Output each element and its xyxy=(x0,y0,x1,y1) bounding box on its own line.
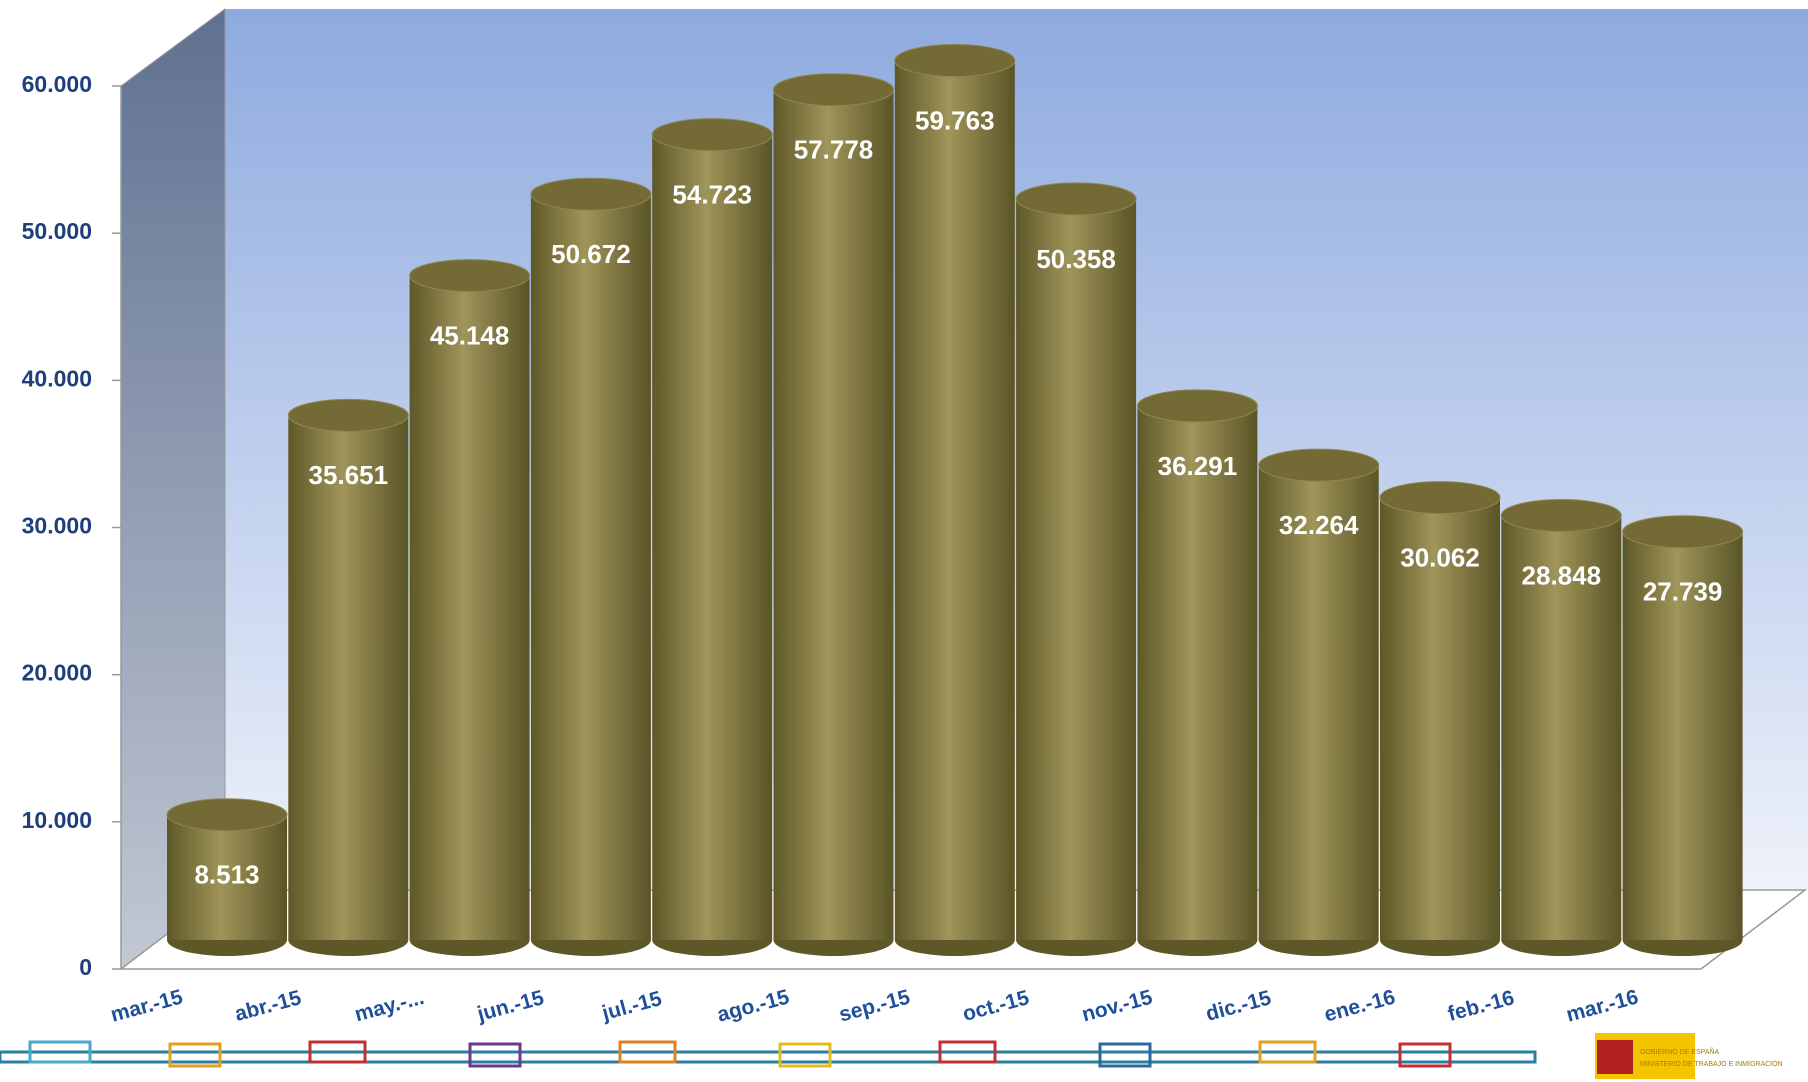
x-tick-label: dic.-15 xyxy=(1203,986,1274,1026)
bar xyxy=(1137,405,1258,940)
x-tick-label: nov.-15 xyxy=(1079,986,1155,1027)
value-label: 36.291 xyxy=(1158,451,1238,481)
value-label: 50.672 xyxy=(551,239,631,269)
bar xyxy=(773,89,894,940)
bar-top xyxy=(1622,515,1744,549)
value-label: 50.358 xyxy=(1036,244,1116,274)
bar-top xyxy=(166,798,288,832)
bar xyxy=(1380,497,1500,940)
y-tick-label: 20.000 xyxy=(22,660,92,686)
bar-top xyxy=(287,398,409,432)
bar xyxy=(409,275,530,941)
y-tick-label: 0 xyxy=(79,954,92,980)
logo-text: MINISTERIO DE TRABAJO E INMIGRACIÓN xyxy=(1640,1059,1783,1068)
bar-top xyxy=(1500,498,1622,532)
bar-top xyxy=(1258,448,1380,482)
bar xyxy=(1258,465,1379,940)
bar xyxy=(652,134,773,940)
y-tick-label: 30.000 xyxy=(22,513,92,539)
y-tick-label: 50.000 xyxy=(22,218,92,244)
value-label: 27.739 xyxy=(1643,577,1723,607)
x-tick-label: sep.-15 xyxy=(837,986,913,1027)
bar-top xyxy=(530,177,652,211)
y-tick-label: 40.000 xyxy=(22,365,92,391)
x-tick-label: oct.-15 xyxy=(960,986,1032,1026)
value-label: 59.763 xyxy=(915,105,995,135)
bar-top xyxy=(651,118,773,152)
x-tick-label: ene.-16 xyxy=(1322,986,1398,1027)
value-label: 30.062 xyxy=(1400,542,1480,572)
bar-top xyxy=(1379,481,1501,515)
value-label: 32.264 xyxy=(1279,510,1359,540)
value-label: 57.778 xyxy=(794,135,874,165)
x-tick-label: mar.-15 xyxy=(108,985,185,1026)
x-tick-label: mar.-16 xyxy=(1564,985,1641,1026)
x-tick-label: jul.-15 xyxy=(599,987,665,1025)
value-label: 8.513 xyxy=(194,860,259,890)
x-tick-label: jun.-15 xyxy=(474,986,547,1026)
bar xyxy=(1501,515,1622,940)
bar-top xyxy=(773,73,894,107)
y-tick-label: 10.000 xyxy=(22,807,92,833)
bar xyxy=(167,814,287,940)
value-label: 28.848 xyxy=(1522,560,1602,590)
bar-top xyxy=(409,259,531,293)
x-tick-label: abr.-15 xyxy=(232,986,304,1026)
x-tick-label: may.-... xyxy=(352,986,426,1027)
bar xyxy=(894,60,1015,940)
logo-text: GOBIERNO DE ESPAÑA xyxy=(1640,1047,1720,1056)
value-label: 35.651 xyxy=(309,460,389,490)
x-tick-label: ago.-15 xyxy=(715,985,792,1026)
bar-top xyxy=(1015,182,1137,216)
bar-top xyxy=(894,43,1016,77)
value-label: 54.723 xyxy=(672,180,752,210)
bar xyxy=(530,194,651,940)
bar xyxy=(288,415,409,940)
bar xyxy=(1622,531,1743,940)
y-tick-label: 60.000 xyxy=(22,71,92,97)
x-tick-label: feb.-16 xyxy=(1445,986,1516,1026)
footer-chain xyxy=(0,1033,1695,1079)
bar xyxy=(1016,198,1137,941)
bar-top xyxy=(1136,389,1258,423)
value-label: 45.148 xyxy=(430,320,510,350)
